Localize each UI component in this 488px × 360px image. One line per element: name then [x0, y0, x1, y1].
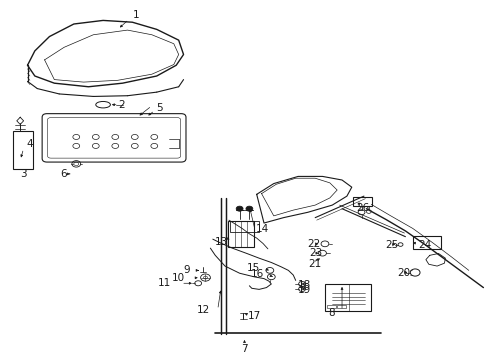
Text: 25: 25 [384, 239, 397, 249]
Bar [352, 197, 371, 206]
Text: 3: 3 [20, 168, 26, 179]
Text: 9: 9 [183, 265, 189, 275]
Bar [325, 284, 370, 311]
Text: 22: 22 [306, 239, 320, 249]
Text: 4: 4 [26, 139, 33, 149]
Text: 23: 23 [309, 248, 322, 258]
Text: 24: 24 [417, 239, 430, 249]
Text: 17: 17 [247, 311, 260, 321]
Text: 13: 13 [214, 237, 227, 247]
Text: 20: 20 [396, 268, 409, 278]
Text: 18: 18 [298, 280, 311, 290]
Text: 21: 21 [307, 259, 321, 269]
Bar [326, 305, 335, 309]
Text: 14: 14 [255, 225, 268, 234]
Text: 8: 8 [328, 309, 334, 318]
Text: 12: 12 [197, 305, 210, 315]
Text: 16: 16 [250, 269, 264, 279]
Text: 10: 10 [172, 273, 184, 283]
Text: 11: 11 [158, 278, 171, 288]
Text: 7: 7 [241, 344, 247, 354]
Bar [229, 221, 259, 232]
Text: 2: 2 [119, 100, 125, 110]
Text: 19: 19 [298, 285, 311, 295]
Bar [13, 131, 33, 168]
Text: 26: 26 [356, 203, 369, 213]
Circle shape [245, 206, 252, 211]
Text: 6: 6 [61, 169, 67, 179]
Circle shape [236, 206, 243, 211]
Bar [228, 221, 253, 247]
Text: 5: 5 [156, 103, 162, 113]
Bar [336, 305, 345, 309]
Bar [412, 236, 440, 249]
Text: 15: 15 [246, 263, 259, 273]
Text: 1: 1 [132, 10, 139, 20]
